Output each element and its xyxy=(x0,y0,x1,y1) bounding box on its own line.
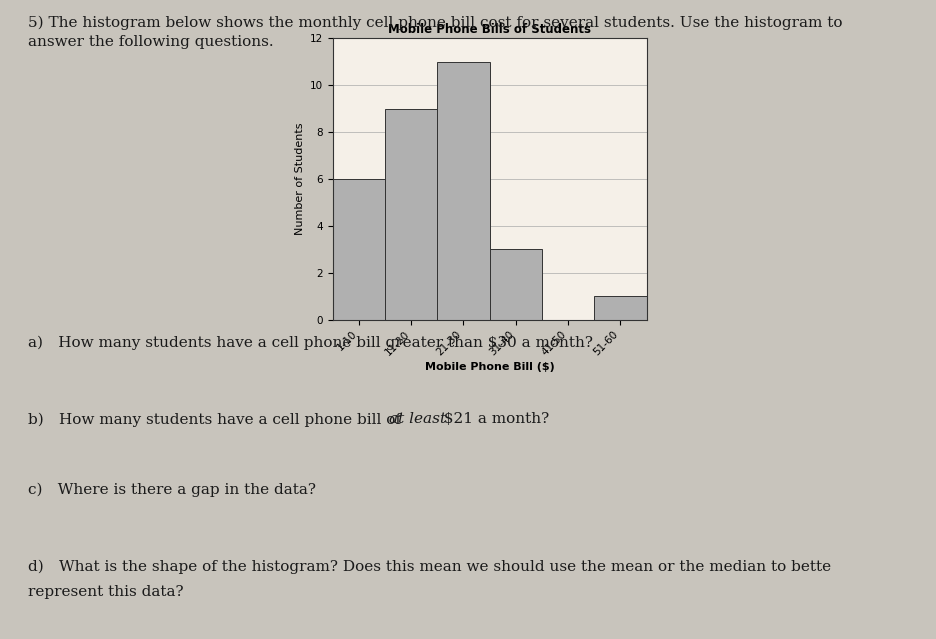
Y-axis label: Number of Students: Number of Students xyxy=(295,123,305,235)
Bar xyxy=(385,109,437,320)
Bar xyxy=(437,62,489,320)
Title: Mobile Phone Bills of Students: Mobile Phone Bills of Students xyxy=(388,23,591,36)
Text: d) What is the shape of the histogram? Does this mean we should use the mean or : d) What is the shape of the histogram? D… xyxy=(28,559,830,574)
Bar xyxy=(332,179,385,320)
Text: represent this data?: represent this data? xyxy=(28,585,183,599)
Bar xyxy=(489,249,541,320)
Text: $21 a month?: $21 a month? xyxy=(438,412,548,426)
Text: 5) The histogram below shows the monthly cell phone bill cost for several studen: 5) The histogram below shows the monthly… xyxy=(28,16,841,31)
Text: at least: at least xyxy=(388,412,446,426)
Text: answer the following questions.: answer the following questions. xyxy=(28,35,273,49)
Bar xyxy=(593,296,646,320)
Text: c) Where is there a gap in the data?: c) Where is there a gap in the data? xyxy=(28,482,315,497)
Text: a) How many students have a cell phone bill greater than $30 a month?: a) How many students have a cell phone b… xyxy=(28,335,592,350)
X-axis label: Mobile Phone Bill ($): Mobile Phone Bill ($) xyxy=(424,362,554,372)
Text: b) How many students have a cell phone bill of: b) How many students have a cell phone b… xyxy=(28,412,405,427)
